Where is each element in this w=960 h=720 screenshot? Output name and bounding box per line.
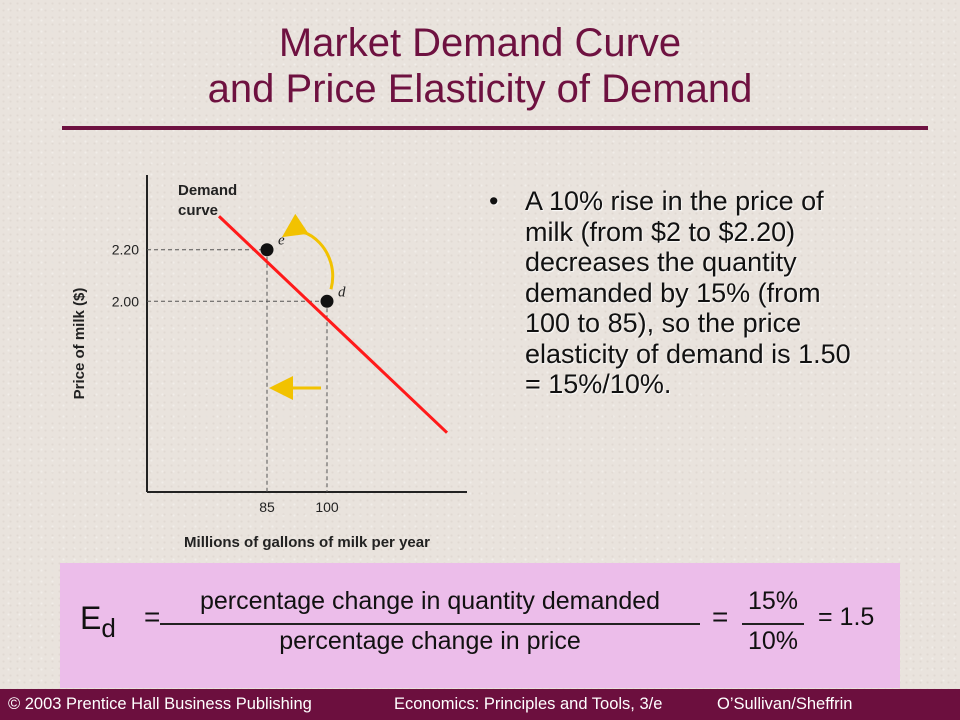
equals-sign-1: = xyxy=(144,601,161,632)
price-change-arrow xyxy=(282,213,335,290)
elasticity-symbol: Ed xyxy=(80,600,116,644)
bullet-marker: • xyxy=(489,186,499,216)
demand-curve-line xyxy=(217,215,449,434)
y-tick-label: 2.00 xyxy=(112,293,139,309)
demand-curve-label: curve xyxy=(178,202,218,219)
footer-copyright: © 2003 Prentice Hall Business Publishing xyxy=(8,695,312,713)
y-tick-label: 2.20 xyxy=(112,242,139,258)
ratio-denominator: 10% xyxy=(747,627,799,655)
footer-authors: O’Sullivan/Sheffrin xyxy=(717,695,853,713)
x-tick-label: 100 xyxy=(315,499,339,515)
point-label-d: d xyxy=(338,284,346,300)
fraction-bar-1 xyxy=(160,623,700,625)
x-tick-label: 85 xyxy=(259,499,275,515)
y-axis-label: Price of milk ($) xyxy=(71,288,88,400)
title-line-1: Market Demand Curve xyxy=(278,21,682,65)
elasticity-symbol-letter: E xyxy=(80,600,102,636)
slide-title: Market Demand Curve and Price Elasticity… xyxy=(0,20,960,112)
fraction-bar-2 xyxy=(742,623,804,625)
demand-chart: e d 2.00 2.20 85 100 Millions of gallons of mi… xyxy=(71,175,467,551)
elasticity-symbol-subscript: d xyxy=(101,613,116,643)
x-axis-label: Millions of gallons of milk per year xyxy=(184,534,430,551)
footer-bar: © 2003 Prentice Hall Business Publishing… xyxy=(0,689,960,720)
bullet-text: A 10% rise in the price of milk (from $2… xyxy=(525,186,851,399)
title-underline xyxy=(62,126,928,130)
formula-denominator: percentage change in price xyxy=(279,627,581,655)
demand-curve-label: Demand xyxy=(178,182,237,199)
formula-numerator: percentage change in quantity demanded xyxy=(199,587,661,615)
ratio-numerator: 15% xyxy=(747,587,799,615)
point-e xyxy=(260,243,274,257)
point-d xyxy=(320,294,334,308)
equals-sign-2: = xyxy=(712,601,729,632)
elasticity-result: = 1.5 xyxy=(818,603,875,631)
point-label-e: e xyxy=(278,233,285,249)
footer-book-title: Economics: Principles and Tools, 3/e xyxy=(394,695,663,713)
explanation-bullet: • A 10% rise in the price of milk (from … xyxy=(489,186,873,400)
title-line-2: and Price Elasticity of Demand xyxy=(207,67,753,111)
elasticity-formula-box: Ed = percentage change in quantity deman… xyxy=(60,563,900,688)
